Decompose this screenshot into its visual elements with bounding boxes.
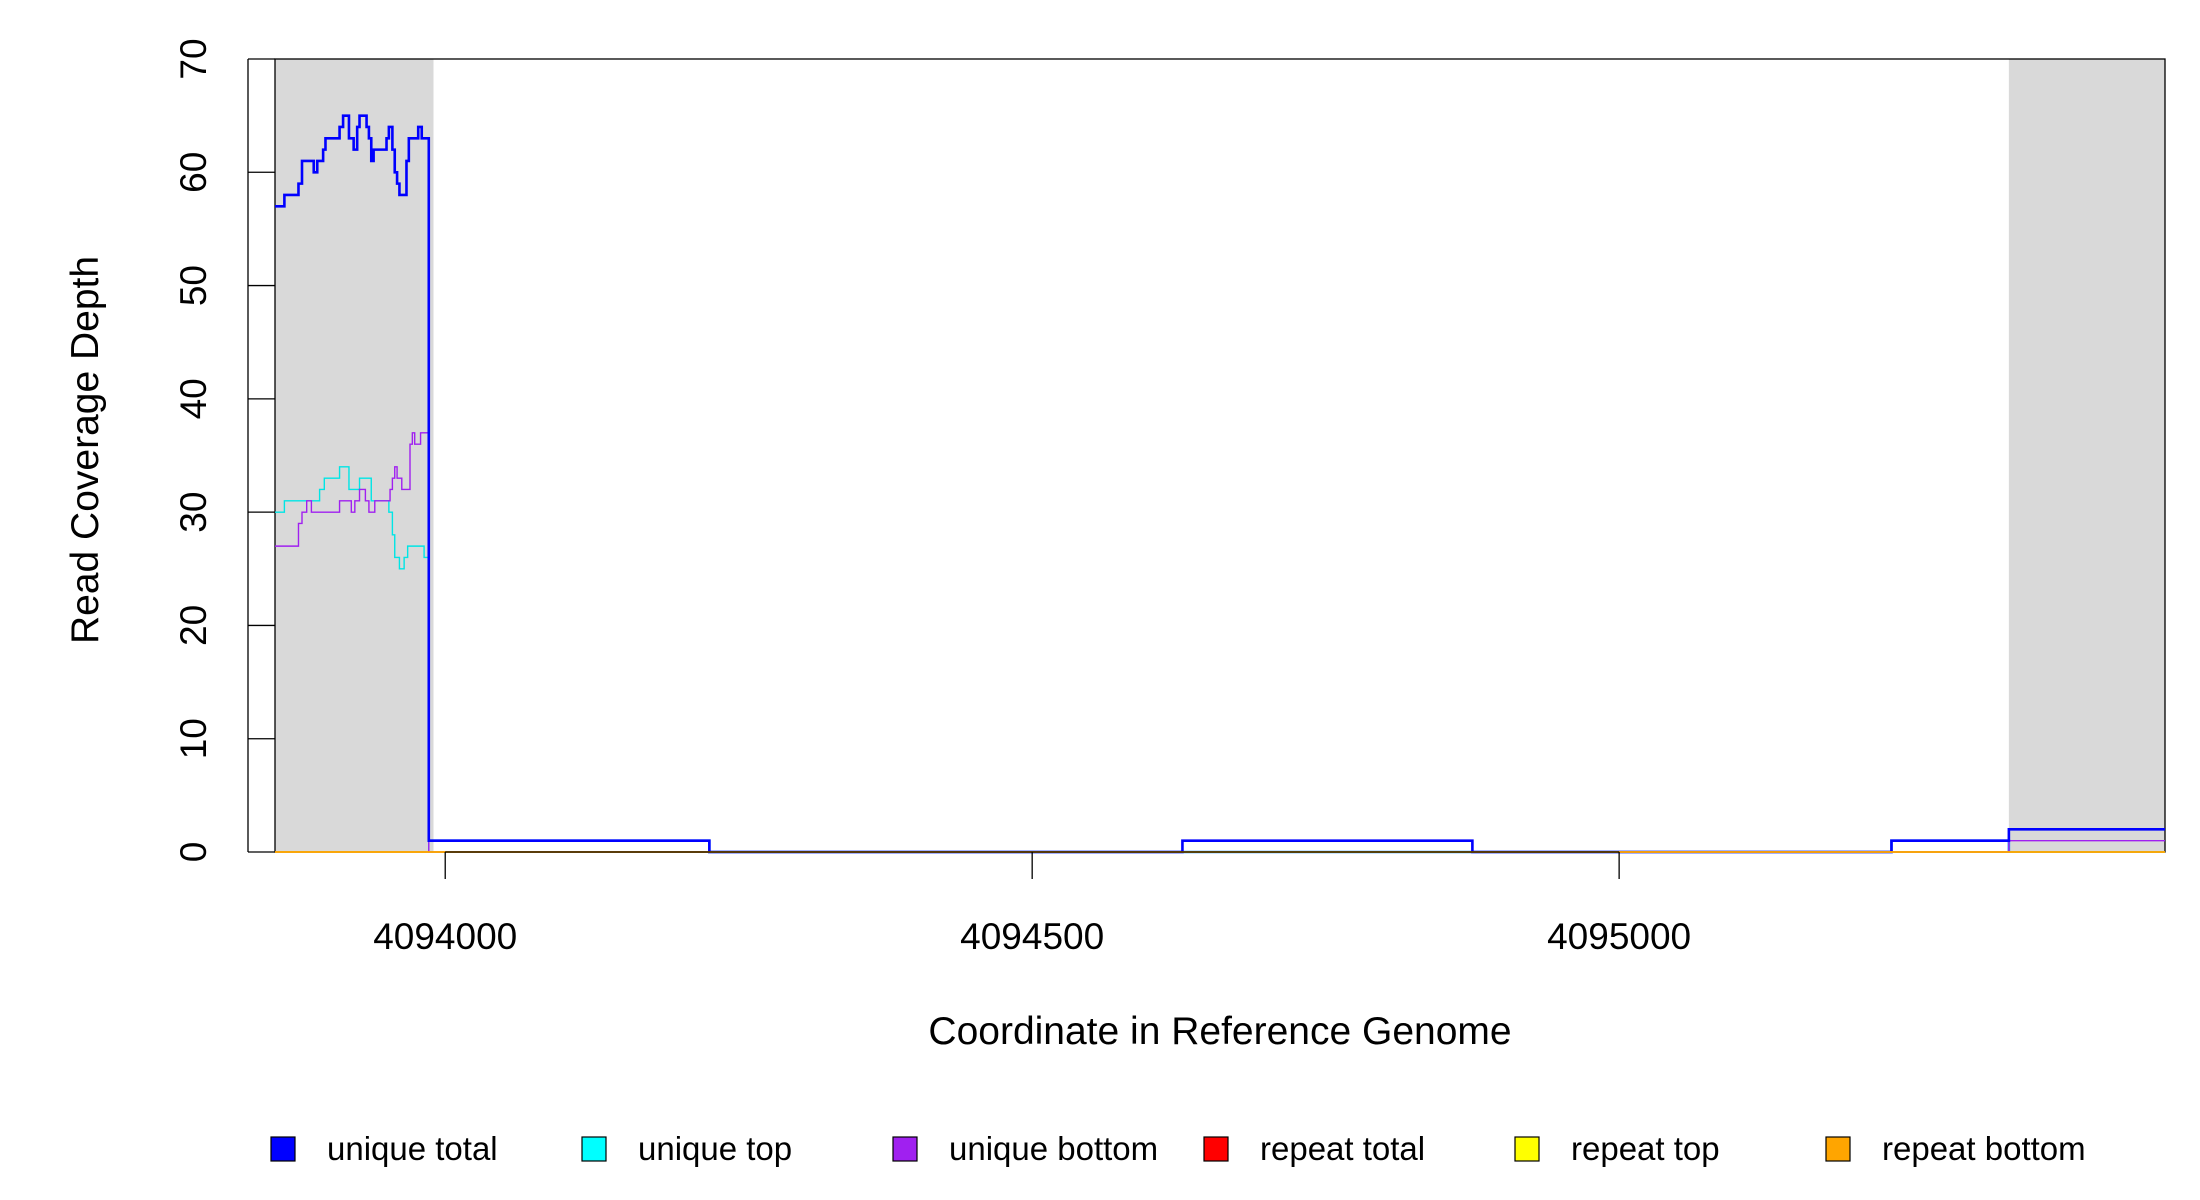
legend-label: unique top bbox=[638, 1130, 792, 1167]
legend-swatch bbox=[892, 1136, 918, 1162]
plot-frame bbox=[274, 58, 2166, 853]
y-axis-label: Read Coverage Depth bbox=[64, 256, 107, 644]
x-tick-label-4095000: 4095000 bbox=[1547, 916, 1691, 957]
x-tick-label-4094500: 4094500 bbox=[960, 916, 1104, 957]
y-tick-label-60: 60 bbox=[173, 152, 214, 193]
legend-swatch bbox=[1825, 1136, 1851, 1162]
series-layer bbox=[275, 114, 2165, 854]
y-tick-label-30: 30 bbox=[173, 492, 214, 533]
shaded-region-2 bbox=[2008, 59, 2165, 852]
shaded-regions bbox=[275, 59, 2165, 852]
axes: 0 10 20 30 40 50 60 70 4094000 4094500 4095000 bbox=[173, 38, 1691, 957]
legend-swatch bbox=[581, 1136, 607, 1162]
series-line-unique-bottom bbox=[275, 432, 2165, 853]
legend-item-unique-bottom: unique bottom bbox=[892, 1130, 1158, 1167]
legend-swatch bbox=[1514, 1136, 1540, 1162]
series-line-flat-segment bbox=[428, 839, 2011, 854]
series-line-unique-total bbox=[275, 114, 2165, 854]
x-axis-label: Coordinate in Reference Genome bbox=[928, 1010, 1511, 1053]
y-tick-label-20: 20 bbox=[173, 605, 214, 646]
legend-item-unique-total: unique total bbox=[270, 1130, 498, 1167]
legend: unique total unique top unique bottom repea… bbox=[270, 1130, 2086, 1167]
x-tick-label-4094000: 4094000 bbox=[373, 916, 517, 957]
legend-swatch bbox=[1203, 1136, 1229, 1162]
series-line-unique-top bbox=[275, 466, 2165, 853]
y-tick-label-0: 0 bbox=[173, 842, 214, 863]
legend-item-repeat-top: repeat top bbox=[1514, 1130, 1720, 1167]
y-tick-label-70: 70 bbox=[173, 38, 214, 79]
legend-label: repeat total bbox=[1260, 1130, 1425, 1167]
legend-label: repeat bottom bbox=[1882, 1130, 2086, 1167]
legend-item-unique-top: unique top bbox=[581, 1130, 792, 1167]
plot-border bbox=[274, 58, 2166, 853]
legend-swatch bbox=[270, 1136, 296, 1162]
legend-label: repeat top bbox=[1571, 1130, 1720, 1167]
y-tick-label-50: 50 bbox=[173, 265, 214, 306]
legend-item-repeat-bottom: repeat bottom bbox=[1825, 1130, 2086, 1167]
legend-item-repeat-total: repeat total bbox=[1203, 1130, 1425, 1167]
legend-label: unique total bbox=[327, 1130, 498, 1167]
y-tick-label-10: 10 bbox=[173, 718, 214, 759]
legend-label: unique bottom bbox=[949, 1130, 1158, 1167]
y-tick-label-40: 40 bbox=[173, 378, 214, 419]
